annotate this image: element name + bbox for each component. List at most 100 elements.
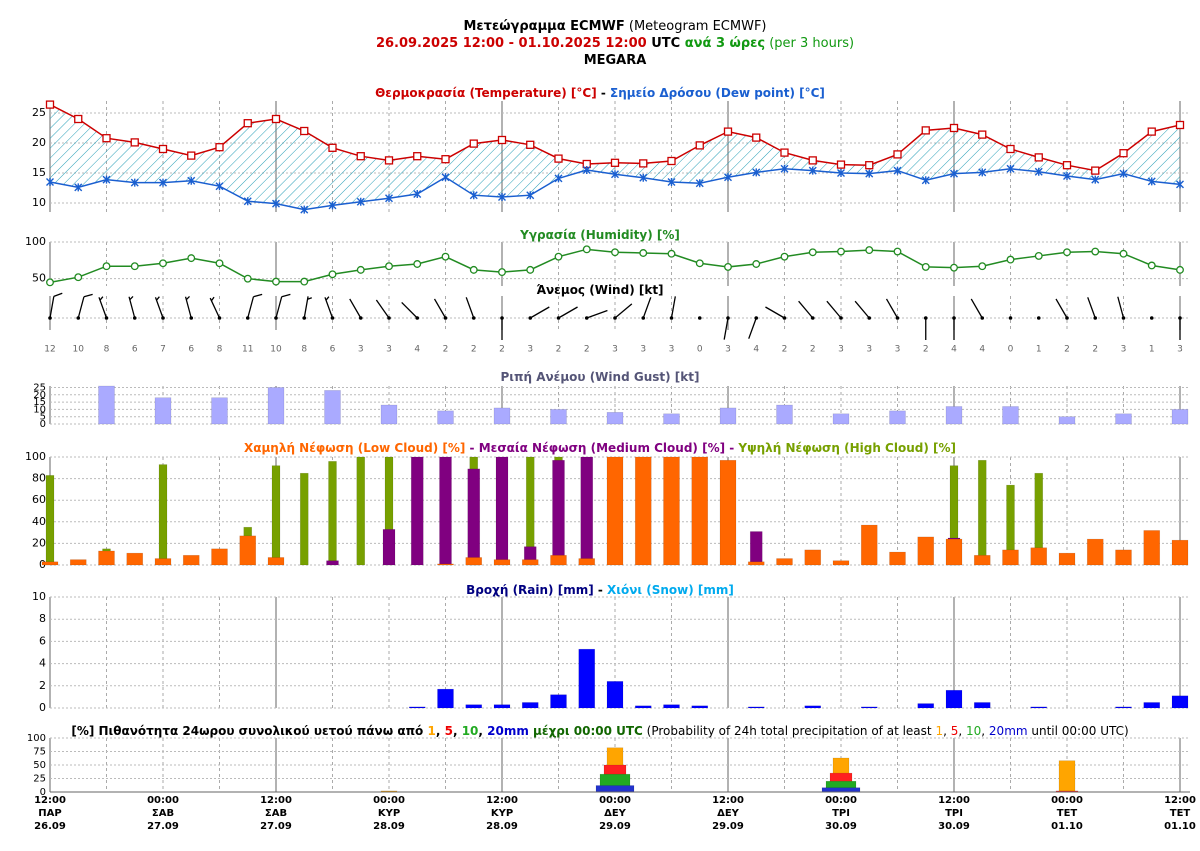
bar bbox=[239, 535, 257, 566]
wind-barb bbox=[558, 306, 578, 319]
bar bbox=[1115, 413, 1132, 425]
marker bbox=[949, 123, 959, 133]
x-tick-label: 00:00 bbox=[825, 795, 857, 806]
x-tick-label: 29.09 bbox=[599, 821, 631, 832]
bar bbox=[749, 531, 763, 566]
bar bbox=[552, 459, 565, 566]
bar bbox=[467, 468, 481, 566]
wind-barb bbox=[586, 309, 608, 319]
title-part: - bbox=[465, 441, 478, 455]
wind-barb bbox=[670, 296, 676, 319]
marker bbox=[554, 252, 563, 261]
wind-barb bbox=[1087, 297, 1096, 319]
marker bbox=[752, 260, 761, 268]
x-tick-label: ΣΑΒ bbox=[152, 808, 174, 819]
wind-speed-label: 2 bbox=[471, 345, 477, 355]
bar bbox=[606, 412, 624, 425]
y-tick-label: 15 bbox=[33, 397, 46, 408]
wind-barb bbox=[303, 296, 313, 319]
marker bbox=[723, 127, 733, 136]
x-tick-label: 28.09 bbox=[486, 821, 518, 832]
wind-barb bbox=[614, 303, 633, 319]
marker bbox=[271, 114, 281, 124]
bar bbox=[973, 554, 991, 566]
wind-speed-label: 10 bbox=[270, 345, 282, 355]
wind-speed-label: 2 bbox=[923, 345, 929, 355]
bar bbox=[889, 410, 906, 425]
bar bbox=[211, 397, 228, 425]
wind-speed-label: 2 bbox=[443, 345, 449, 355]
y-tick-label: 25 bbox=[33, 382, 46, 393]
marker bbox=[752, 168, 761, 177]
x-tick-label: 27.09 bbox=[260, 821, 292, 832]
y-tick-label: 80 bbox=[32, 472, 46, 485]
marker bbox=[1176, 265, 1184, 274]
bar bbox=[832, 560, 850, 566]
marker bbox=[582, 166, 591, 174]
wind-barb bbox=[275, 293, 291, 319]
bar bbox=[328, 461, 337, 566]
title-part: ανά 3 ώρες bbox=[680, 36, 765, 51]
title-part: , bbox=[943, 724, 951, 738]
wind-barb bbox=[723, 317, 729, 340]
marker bbox=[243, 274, 252, 283]
wind-speed-label: 1 bbox=[1149, 345, 1155, 355]
y-tick-label: 8 bbox=[39, 612, 46, 625]
marker bbox=[780, 148, 789, 157]
title: Θερμοκρασία (Temperature) [°C] - Σημείο … bbox=[375, 86, 825, 100]
bar bbox=[973, 702, 991, 709]
marker bbox=[441, 155, 450, 164]
marker bbox=[724, 173, 732, 182]
marker bbox=[610, 158, 620, 167]
wind-barb bbox=[349, 298, 362, 319]
title-part: 01.10.2025 12:00 bbox=[519, 36, 647, 51]
marker bbox=[215, 259, 224, 268]
marker bbox=[808, 156, 817, 165]
bar bbox=[578, 558, 596, 566]
title-part: (Probability of 24h total precipitation … bbox=[643, 724, 936, 738]
marker bbox=[187, 151, 196, 160]
marker bbox=[950, 263, 958, 272]
x-tick-label: 30.09 bbox=[825, 821, 857, 832]
y-tick-label: 20 bbox=[32, 136, 46, 149]
bar bbox=[945, 538, 963, 566]
marker bbox=[695, 179, 704, 188]
title: Μετεώγραμμα ECMWF (Meteogram ECMWF) bbox=[463, 19, 766, 34]
title-part: Σημείο Δρόσου (Dew point) [°C] bbox=[610, 86, 825, 100]
marker bbox=[1034, 167, 1043, 176]
wind-speed-label: 3 bbox=[725, 345, 731, 355]
bar bbox=[977, 459, 987, 566]
wind-speed-label: 8 bbox=[217, 345, 223, 355]
title-part: Μετεώγραμμα ECMWF bbox=[463, 19, 624, 34]
x-tick-label: 26.09 bbox=[34, 821, 66, 832]
wind-speed-label: 3 bbox=[640, 345, 646, 355]
bar bbox=[154, 397, 172, 425]
x-tick-label: 00:00 bbox=[1051, 795, 1083, 806]
wind-speed-label: 7 bbox=[160, 345, 166, 355]
wind-barb bbox=[970, 298, 983, 319]
bar bbox=[493, 407, 511, 425]
title-part: 1 bbox=[427, 724, 435, 738]
marker bbox=[46, 278, 54, 287]
title-part: UTC bbox=[647, 36, 681, 51]
marker bbox=[498, 193, 506, 201]
y-tick-label: 25 bbox=[33, 774, 46, 785]
wind-barb bbox=[433, 298, 447, 319]
x-tick-label: 12:00 bbox=[1164, 795, 1196, 806]
wind-barb bbox=[77, 293, 93, 319]
marker bbox=[272, 199, 280, 208]
y-tick-label: 0 bbox=[40, 419, 46, 430]
marker bbox=[215, 143, 224, 152]
marker bbox=[1147, 261, 1156, 270]
marker bbox=[978, 168, 987, 177]
marker bbox=[130, 178, 139, 187]
title-part: 10 bbox=[966, 724, 981, 738]
marker bbox=[74, 114, 83, 124]
bar bbox=[45, 475, 55, 566]
marker bbox=[384, 156, 394, 165]
y-tick-label: 10 bbox=[32, 590, 46, 603]
title-part: 26.09.2025 12:00 bbox=[376, 36, 504, 51]
bar bbox=[271, 465, 281, 566]
y-tick-label: 75 bbox=[33, 747, 46, 758]
marker bbox=[1091, 166, 1100, 175]
